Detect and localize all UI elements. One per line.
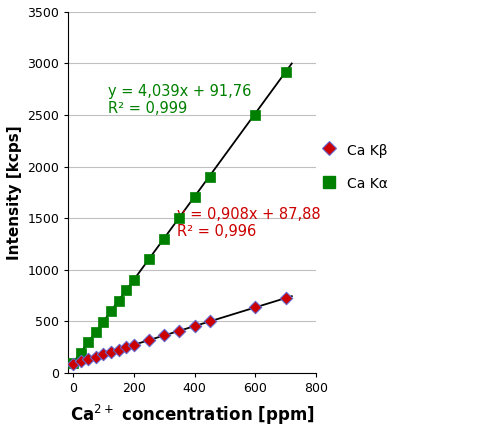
Point bbox=[100, 318, 108, 325]
Point bbox=[114, 346, 122, 353]
Point bbox=[122, 287, 130, 294]
Point bbox=[69, 360, 77, 367]
Point bbox=[100, 351, 108, 358]
X-axis label: Ca$^{2+}$ concentration [ppm]: Ca$^{2+}$ concentration [ppm] bbox=[70, 403, 314, 427]
Y-axis label: Intensity [kcps]: Intensity [kcps] bbox=[7, 125, 22, 260]
Point bbox=[69, 360, 77, 367]
Point bbox=[160, 332, 168, 339]
Point bbox=[114, 297, 122, 304]
Point bbox=[176, 214, 184, 221]
Point bbox=[130, 341, 138, 348]
Point bbox=[107, 308, 115, 315]
Text: y = 0,908x + 87,88
R² = 0,996: y = 0,908x + 87,88 R² = 0,996 bbox=[178, 207, 321, 239]
Point bbox=[252, 304, 260, 311]
Point bbox=[84, 339, 92, 346]
Point bbox=[282, 295, 290, 302]
Point bbox=[92, 353, 100, 360]
Point bbox=[252, 112, 260, 118]
Point bbox=[190, 194, 198, 201]
Point bbox=[130, 276, 138, 283]
Point bbox=[145, 256, 153, 263]
Text: y = 4,039x + 91,76
R² = 0,999: y = 4,039x + 91,76 R² = 0,999 bbox=[108, 84, 252, 116]
Point bbox=[122, 344, 130, 351]
Point bbox=[282, 68, 290, 75]
Point bbox=[190, 322, 198, 329]
Point bbox=[76, 349, 84, 356]
Point bbox=[107, 349, 115, 355]
Point bbox=[206, 173, 214, 180]
Legend: Ca Kβ, Ca Kα: Ca Kβ, Ca Kα bbox=[316, 136, 393, 198]
Point bbox=[145, 337, 153, 344]
Point bbox=[76, 358, 84, 365]
Point bbox=[160, 235, 168, 242]
Point bbox=[84, 355, 92, 362]
Point bbox=[206, 318, 214, 325]
Point bbox=[92, 329, 100, 335]
Point bbox=[176, 327, 184, 334]
